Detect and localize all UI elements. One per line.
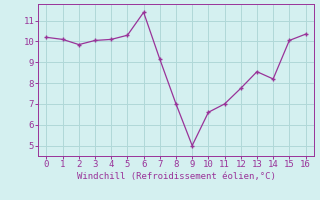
X-axis label: Windchill (Refroidissement éolien,°C): Windchill (Refroidissement éolien,°C)	[76, 172, 276, 181]
